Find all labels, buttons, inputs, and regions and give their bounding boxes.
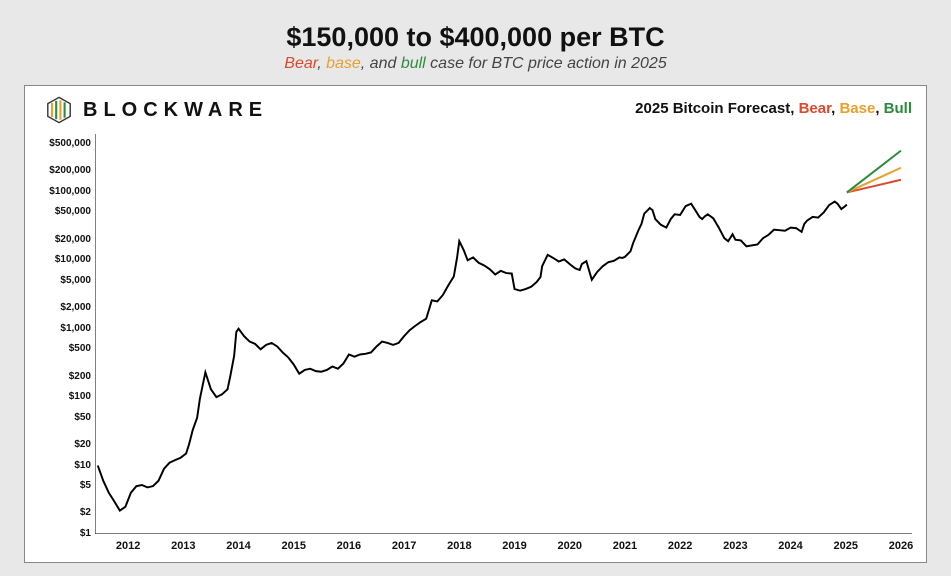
- y-tick-label: $500: [31, 343, 91, 354]
- legend-base: Base: [839, 100, 875, 117]
- x-tick-label: 2022: [668, 540, 692, 552]
- subtitle-bull: bull: [401, 55, 426, 72]
- subtitle-sep: , and: [361, 55, 401, 72]
- forecast-legend: 2025 Bitcoin Forecast, Bear, Base, Bull: [635, 100, 912, 117]
- forecast-prefix: 2025 Bitcoin Forecast,: [635, 100, 798, 117]
- x-tick-label: 2018: [447, 540, 471, 552]
- y-tick-label: $200: [31, 371, 91, 382]
- x-tick-label: 2014: [226, 540, 250, 552]
- x-tick-label: 2019: [502, 540, 526, 552]
- x-tick-label: 2012: [116, 540, 140, 552]
- page-subtitle: Bear, base, and bull case for BTC price …: [24, 55, 927, 73]
- y-tick-label: $2,000: [31, 302, 91, 313]
- y-tick-label: $10: [31, 460, 91, 471]
- subtitle-sep: ,: [317, 55, 326, 72]
- x-tick-label: 2021: [613, 540, 637, 552]
- y-tick-label: $1,000: [31, 323, 91, 334]
- y-tick-label: $200,000: [31, 165, 91, 176]
- chart-svg: [95, 134, 912, 534]
- chart-plot-area: [95, 134, 912, 534]
- x-tick-label: 2024: [778, 540, 802, 552]
- y-tick-label: $5,000: [31, 275, 91, 286]
- page-container: $150,000 to $400,000 per BTC Bear, base,…: [0, 0, 951, 576]
- subtitle-rest: case for BTC price action in 2025: [426, 55, 667, 72]
- y-tick-label: $50,000: [31, 206, 91, 217]
- y-tick-label: $20: [31, 439, 91, 450]
- x-tick-label: 2016: [337, 540, 361, 552]
- x-tick-label: 2020: [557, 540, 581, 552]
- legend-bear: Bear: [799, 100, 832, 117]
- y-tick-label: $100,000: [31, 186, 91, 197]
- y-tick-label: $500,000: [31, 138, 91, 149]
- blockware-logo: BLOCKWARE: [45, 96, 268, 124]
- subtitle-base: base: [326, 55, 361, 72]
- x-tick-label: 2026: [889, 540, 913, 552]
- blockware-logo-text: BLOCKWARE: [83, 99, 268, 122]
- y-tick-label: $50: [31, 412, 91, 423]
- y-tick-label: $1: [31, 528, 91, 539]
- x-tick-label: 2015: [281, 540, 305, 552]
- btc-history-line: [98, 202, 847, 511]
- chart-card: BLOCKWARE 2025 Bitcoin Forecast, Bear, B…: [24, 85, 927, 563]
- legend-sep: ,: [875, 100, 883, 117]
- y-tick-label: $20,000: [31, 234, 91, 245]
- x-tick-label: 2023: [723, 540, 747, 552]
- y-tick-label: $10,000: [31, 254, 91, 265]
- y-tick-label: $5: [31, 480, 91, 491]
- blockware-logo-icon: [45, 96, 73, 124]
- x-tick-label: 2017: [392, 540, 416, 552]
- y-tick-label: $100: [31, 391, 91, 402]
- page-title: $150,000 to $400,000 per BTC: [24, 22, 927, 53]
- x-tick-label: 2013: [171, 540, 195, 552]
- subtitle-bear: Bear: [284, 55, 317, 72]
- y-tick-label: $2: [31, 507, 91, 518]
- x-tick-label: 2025: [834, 540, 858, 552]
- legend-bull: Bull: [884, 100, 912, 117]
